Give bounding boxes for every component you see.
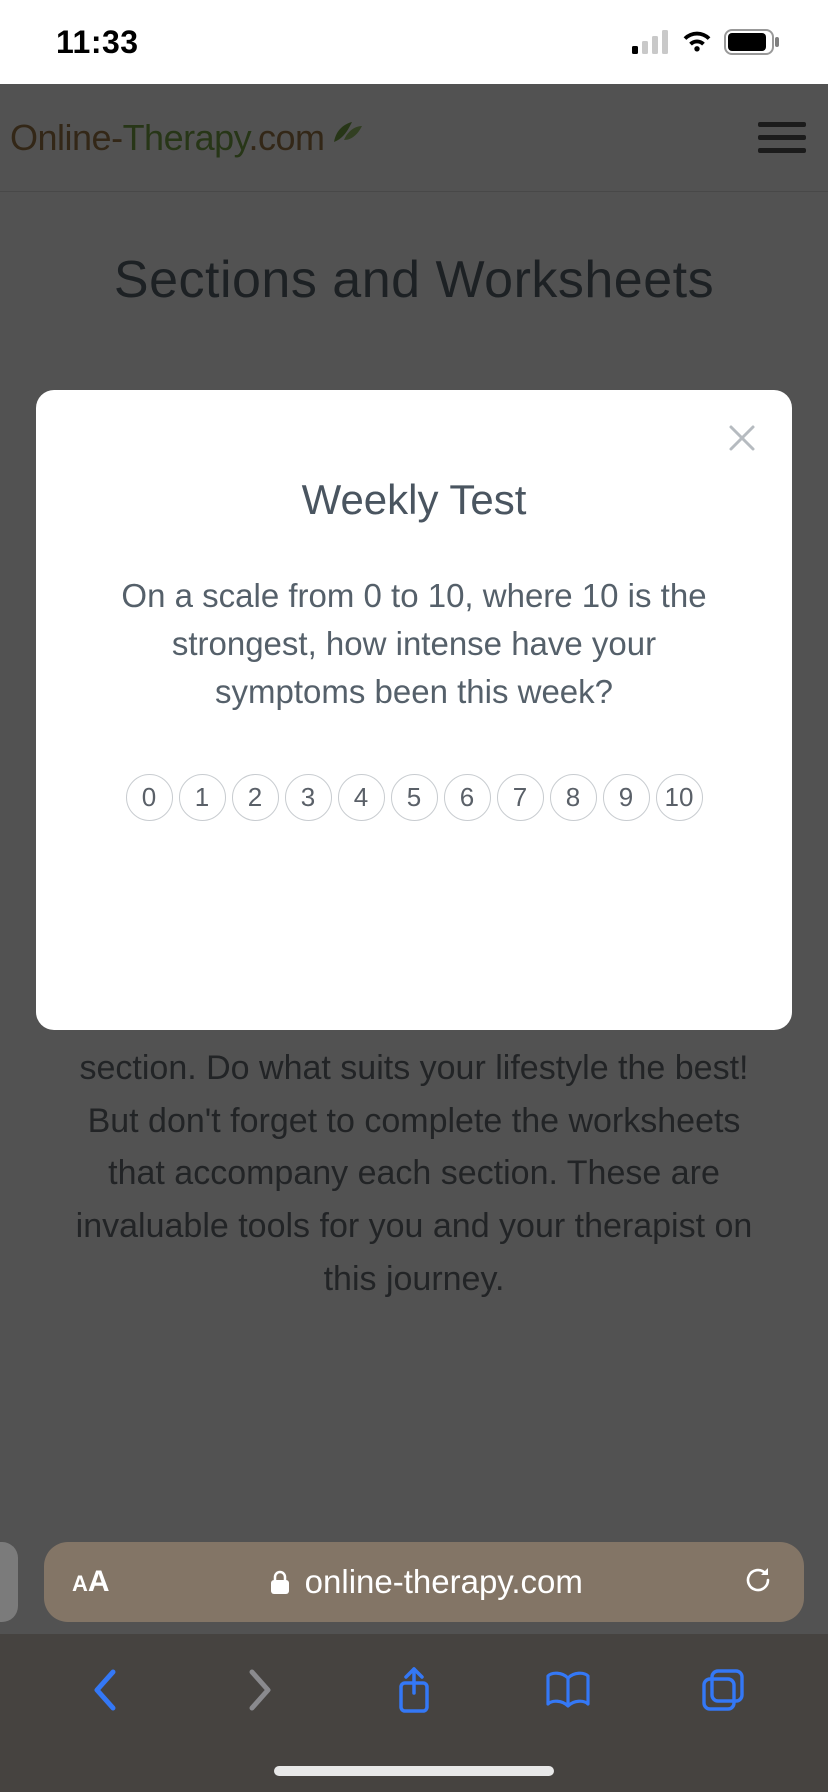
close-icon <box>727 423 757 453</box>
url-display: online-therapy.com <box>269 1563 583 1601</box>
scale-option-6[interactable]: 6 <box>444 774 491 821</box>
address-bar[interactable]: AA online-therapy.com <box>44 1542 804 1622</box>
text-size-button[interactable]: AA <box>72 1565 110 1599</box>
back-button[interactable] <box>75 1660 135 1720</box>
forward-button <box>230 1660 290 1720</box>
ios-status-bar: 11:33 <box>0 0 828 84</box>
close-button[interactable] <box>722 418 762 458</box>
home-indicator[interactable] <box>274 1766 554 1776</box>
status-indicators <box>632 29 780 55</box>
scale-option-5[interactable]: 5 <box>391 774 438 821</box>
book-icon <box>544 1670 592 1710</box>
battery-icon <box>724 29 780 55</box>
share-button[interactable] <box>384 1660 444 1720</box>
scale-option-8[interactable]: 8 <box>550 774 597 821</box>
modal-question: On a scale from 0 to 10, where 10 is the… <box>64 572 764 716</box>
prev-tab-edge[interactable] <box>0 1542 18 1622</box>
reload-icon <box>742 1563 774 1597</box>
wifi-icon <box>680 30 714 54</box>
scale-option-1[interactable]: 1 <box>179 774 226 821</box>
scale-option-7[interactable]: 7 <box>497 774 544 821</box>
cellular-icon <box>632 30 670 54</box>
scale-option-3[interactable]: 3 <box>285 774 332 821</box>
weekly-test-modal: Weekly Test On a scale from 0 to 10, whe… <box>36 390 792 1030</box>
scale-row: 0 1 2 3 4 5 6 7 8 9 10 <box>64 774 764 821</box>
bookmarks-button[interactable] <box>538 1660 598 1720</box>
status-time: 11:33 <box>56 24 139 61</box>
chevron-left-icon <box>91 1668 119 1712</box>
scale-option-4[interactable]: 4 <box>338 774 385 821</box>
chevron-right-icon <box>246 1668 274 1712</box>
lock-icon <box>269 1569 291 1595</box>
scale-option-9[interactable]: 9 <box>603 774 650 821</box>
scale-option-10[interactable]: 10 <box>656 774 703 821</box>
modal-title: Weekly Test <box>64 476 764 524</box>
tabs-button[interactable] <box>693 1660 753 1720</box>
safari-url-bar: AA online-therapy.com <box>0 1530 828 1634</box>
scale-option-2[interactable]: 2 <box>232 774 279 821</box>
share-icon <box>394 1665 434 1715</box>
scale-option-0[interactable]: 0 <box>126 774 173 821</box>
reload-button[interactable] <box>742 1563 774 1602</box>
tabs-icon <box>700 1667 746 1713</box>
url-text: online-therapy.com <box>305 1563 583 1601</box>
